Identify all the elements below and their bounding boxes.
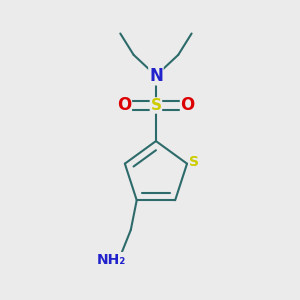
Text: O: O	[117, 96, 131, 114]
Text: S: S	[189, 155, 199, 169]
Text: S: S	[150, 98, 161, 113]
Text: NH₂: NH₂	[97, 253, 126, 267]
Text: N: N	[149, 67, 163, 85]
Text: O: O	[181, 96, 195, 114]
